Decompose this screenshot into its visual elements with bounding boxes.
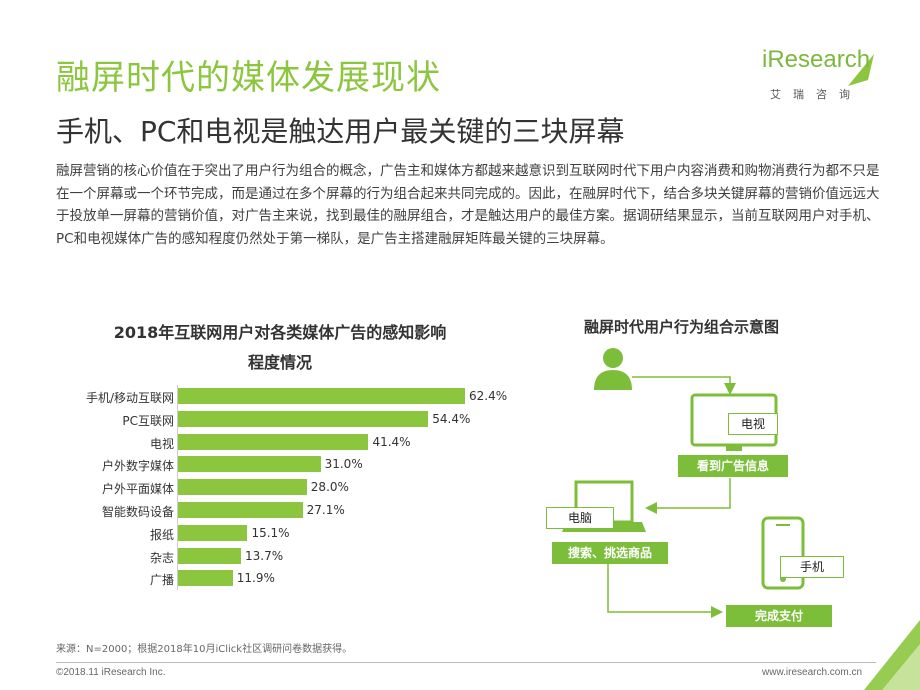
category-label: 户外数字媒体 — [101, 459, 174, 474]
bar — [178, 570, 233, 587]
value-label: 13.7% — [245, 548, 284, 563]
bar — [178, 479, 307, 496]
logo-cn: 艾瑞咨询 — [770, 88, 862, 101]
category-label: PC互联网 — [122, 413, 174, 428]
bar — [178, 502, 303, 518]
bar-chart: 手机/移动互联网 62.4% PC互联网 54.4% 电视 41.4% 户外数字媒体 31.0… — [40, 385, 540, 598]
corner-decoration — [864, 620, 920, 690]
bar — [178, 433, 369, 450]
payment-box: 完成支付 — [726, 605, 832, 627]
value-label: 27.1% — [306, 503, 345, 517]
category-axis-line — [177, 385, 178, 591]
source-note: 来源：N=2000；根据2018年10月iClick社区调研问卷数据获得。 — [56, 644, 353, 655]
diagram-title: 融屏时代用户行为组合示意图 — [584, 318, 780, 336]
footer-divider — [56, 662, 876, 663]
value-label: 15.1% — [251, 525, 290, 540]
bar — [178, 456, 321, 473]
diagram-arrows — [607, 376, 736, 618]
category-label: 广播 — [149, 573, 174, 588]
category-label: 电视 — [149, 436, 174, 451]
tv-tag: 电视 — [728, 413, 778, 435]
phone-icon — [761, 516, 805, 590]
category-label: 杂志 — [149, 550, 174, 565]
phone-tag: 手机 — [780, 556, 844, 578]
body-paragraph: 融屏营销的核心价值在于突出了用户行为组合的概念，广告主和媒体方都越来越意识到互联… — [56, 163, 880, 247]
chart-title: 2018年互联网用户对各类媒体广告的感知影响程度情况 — [113, 323, 447, 372]
category-label: 智能数码设备 — [101, 505, 174, 519]
value-label: 54.4% — [432, 411, 471, 426]
bar — [178, 547, 242, 564]
user-icon — [594, 348, 632, 390]
bar — [178, 410, 429, 427]
category-label: 报纸 — [149, 527, 174, 542]
value-label: 11.9% — [236, 571, 275, 586]
page-title: 融屏时代的媒体发展现状 — [56, 58, 441, 98]
website-link[interactable]: www.iresearch.com.cn — [762, 667, 863, 678]
value-label: 62.4% — [469, 389, 508, 403]
logo-swoosh-icon — [848, 54, 874, 86]
category-label: 手机/移动互联网 — [85, 391, 174, 405]
iresearch-logo: iResearch 艾瑞咨询 — [752, 46, 882, 106]
value-label: 31.0% — [324, 457, 363, 472]
bar — [178, 388, 466, 404]
logo-brand: iResearch — [762, 46, 871, 73]
copyright: ©2018.11 iResearch Inc. — [56, 667, 166, 678]
bar — [178, 524, 248, 541]
pc-action-box: 搜索、挑选商品 — [552, 542, 668, 564]
tv-action-box: 看到广告信息 — [678, 455, 788, 477]
page-subtitle: 手机、PC和电视是触达用户最关键的三块屏幕 — [56, 115, 625, 148]
value-label: 41.4% — [372, 434, 411, 449]
value-label: 28.0% — [310, 480, 349, 495]
pc-tag: 电脑 — [546, 507, 614, 529]
category-label: 户外平面媒体 — [101, 482, 174, 497]
